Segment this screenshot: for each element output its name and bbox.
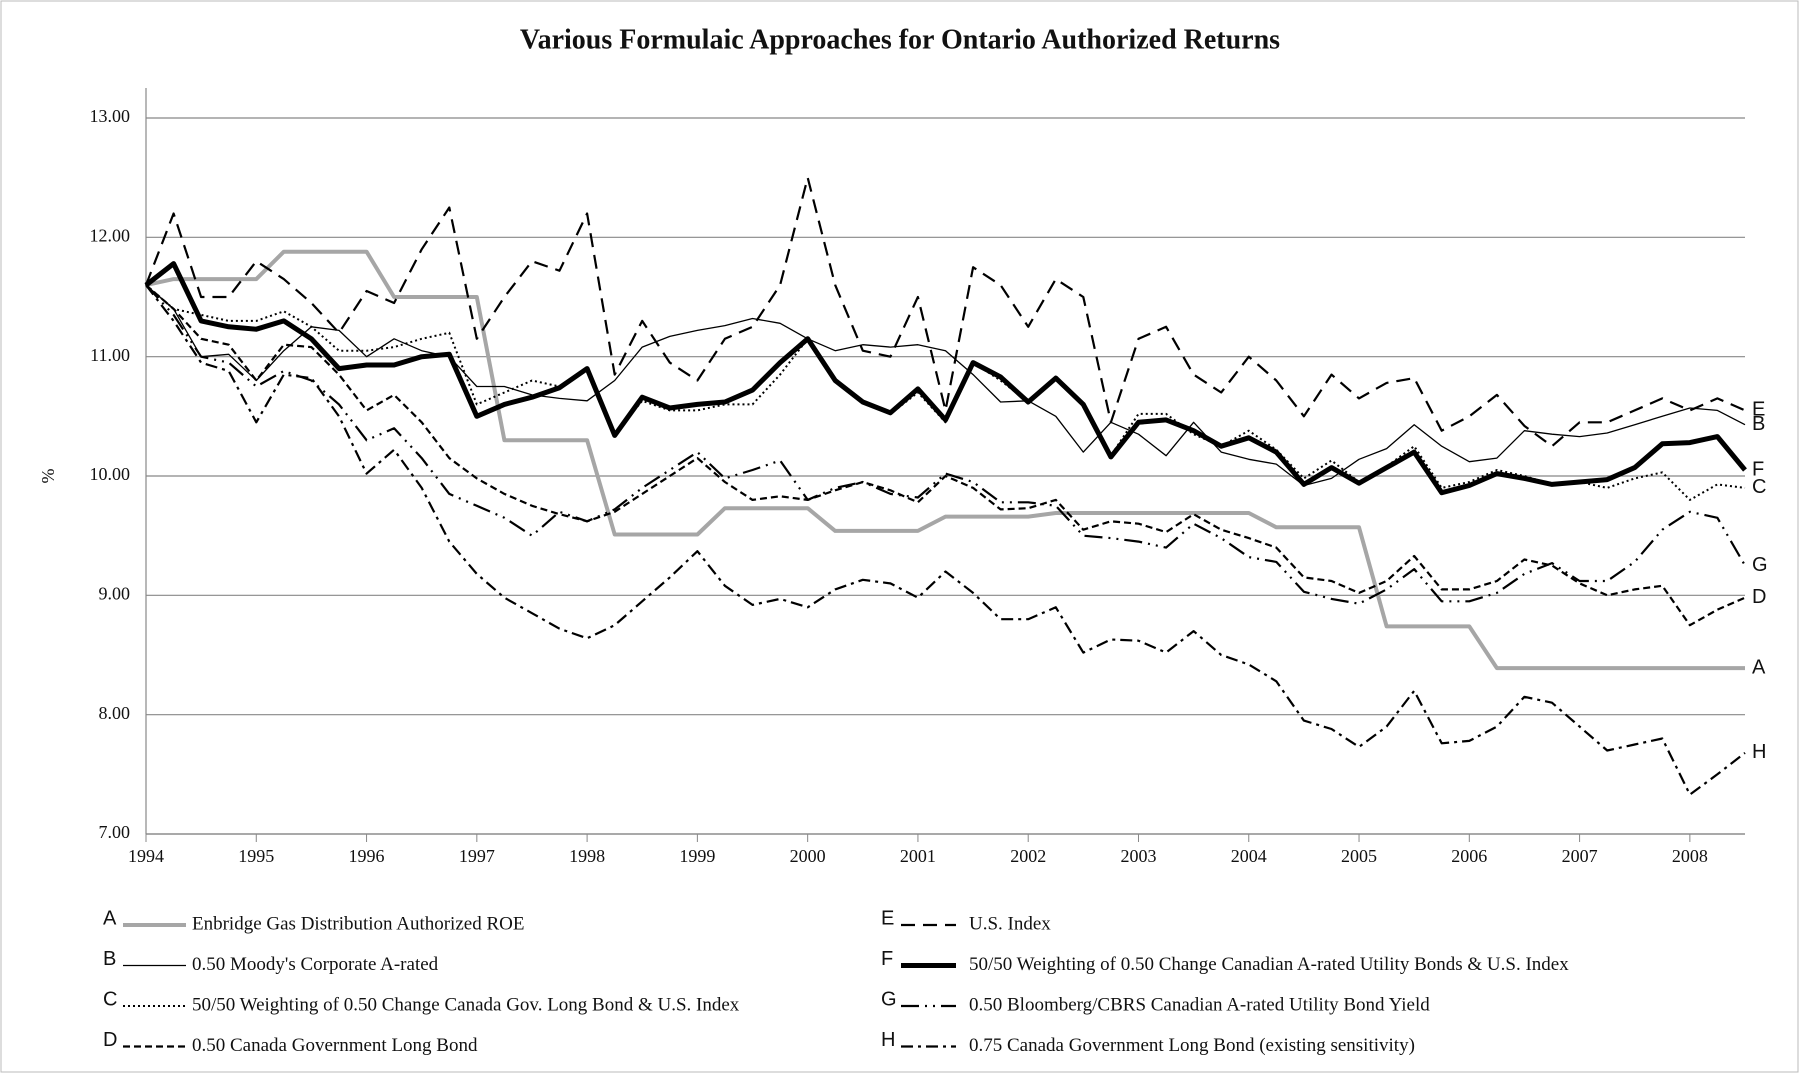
legend-label: Enbridge Gas Distribution Authorized ROE xyxy=(192,913,524,934)
legend-letter: B xyxy=(103,948,116,970)
series-line xyxy=(144,176,1746,448)
series-end-label: C xyxy=(1752,476,1766,498)
y-tick-label: 11.00 xyxy=(90,345,130,365)
legend-letter: G xyxy=(881,988,897,1010)
series-line xyxy=(145,284,1746,796)
x-tick-label: 2001 xyxy=(900,846,936,866)
x-tick-label: 1997 xyxy=(459,846,495,866)
x-tick-label: 1998 xyxy=(569,846,605,866)
legend-letter: A xyxy=(103,907,117,929)
y-axis-label: % xyxy=(38,469,58,484)
x-tick-label: 1999 xyxy=(679,846,715,866)
legend-label: 0.50 Bloomberg/CBRS Canadian A-rated Uti… xyxy=(969,994,1430,1015)
series-line xyxy=(144,261,1747,496)
series-end-label: B xyxy=(1752,413,1765,435)
legend-letter: D xyxy=(103,1029,117,1051)
y-tick-label: 8.00 xyxy=(99,703,131,723)
series-line xyxy=(145,284,1746,487)
y-tick-label: 12.00 xyxy=(90,225,131,245)
legend-label: U.S. Index xyxy=(969,913,1051,934)
legend-letter: E xyxy=(881,907,894,929)
chart-title: Various Formulaic Approaches for Ontario… xyxy=(520,24,1280,55)
series-end-label: E xyxy=(1752,399,1765,421)
x-tick-label: 2008 xyxy=(1672,846,1708,866)
x-tick-label: 1994 xyxy=(128,846,164,866)
legend-letter: C xyxy=(103,988,117,1010)
legend-label: 0.75 Canada Government Long Bond (existi… xyxy=(969,1035,1415,1056)
x-tick-label: 2006 xyxy=(1451,846,1487,866)
series-end-label: D xyxy=(1752,586,1766,608)
series-line xyxy=(145,284,1746,627)
series-end-label: F xyxy=(1752,458,1764,480)
x-tick-label: 2005 xyxy=(1341,846,1377,866)
legend-letter: F xyxy=(881,948,893,970)
x-tick-label: 1996 xyxy=(349,846,385,866)
series-line xyxy=(145,284,1746,605)
legend-label: 50/50 Weighting of 0.50 Change Canadian … xyxy=(969,954,1569,975)
x-tick-label: 2000 xyxy=(790,846,826,866)
legend-label: 0.50 Moody's Corporate A-rated xyxy=(192,954,439,975)
series-end-label: G xyxy=(1752,554,1768,576)
legend-label: 0.50 Canada Government Long Bond xyxy=(192,1035,478,1056)
x-tick-label: 1995 xyxy=(238,846,274,866)
y-tick-label: 13.00 xyxy=(90,106,131,126)
x-tick-label: 2002 xyxy=(1010,846,1046,866)
x-tick-label: 2004 xyxy=(1231,846,1267,866)
legend-letter: H xyxy=(881,1029,895,1051)
series-line xyxy=(145,249,1745,671)
legend-label: 50/50 Weighting of 0.50 Change Canada Go… xyxy=(192,994,740,1015)
x-tick-label: 2007 xyxy=(1562,846,1598,866)
x-tick-label: 2003 xyxy=(1120,846,1156,866)
y-tick-label: 10.00 xyxy=(90,464,131,484)
series-end-label: H xyxy=(1752,741,1766,763)
y-tick-label: 9.00 xyxy=(99,583,131,603)
y-tick-label: 7.00 xyxy=(99,822,131,842)
series-end-label: A xyxy=(1752,656,1766,678)
